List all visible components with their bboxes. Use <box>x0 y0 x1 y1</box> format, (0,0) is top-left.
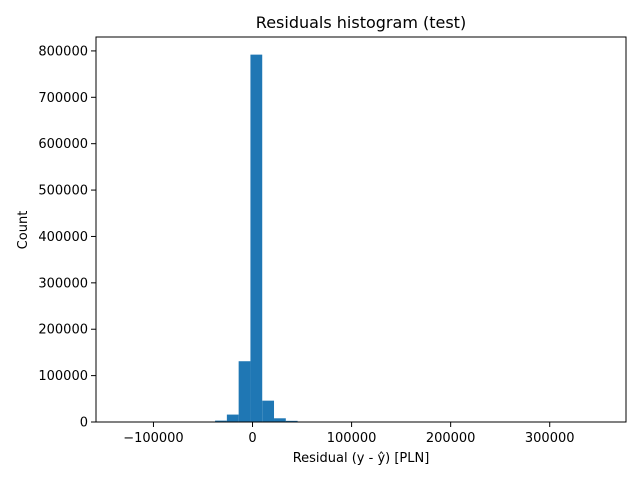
x-tick-label: 300000 <box>525 431 575 446</box>
y-tick-label: 600000 <box>38 137 88 152</box>
histogram-bar-14 <box>285 420 298 422</box>
x-axis-label: Residual (y - ŷ) [PLN] <box>293 451 430 466</box>
histogram-bar-9 <box>226 414 239 422</box>
y-tick-label: 400000 <box>38 230 88 245</box>
histogram-bar-13 <box>274 418 286 422</box>
plot-frame <box>95 36 627 423</box>
chart-title: Residuals histogram (test) <box>256 13 466 32</box>
y-tick-label: 700000 <box>38 91 88 106</box>
histogram-bar-11 <box>250 54 263 422</box>
x-tick-label: 0 <box>248 431 256 446</box>
y-tick-label: 800000 <box>38 44 88 59</box>
histogram-bar-10 <box>238 361 251 422</box>
y-axis-ticks: 0 100000 200000 300000 400000 500000 600000 700… <box>38 44 96 431</box>
histogram-bar-12 <box>262 400 275 422</box>
y-axis-label: Count <box>16 211 31 250</box>
y-tick-label: 100000 <box>38 369 88 384</box>
y-tick-label: 0 <box>80 416 88 431</box>
x-tick-label: 200000 <box>426 431 476 446</box>
y-tick-label: 500000 <box>38 184 88 199</box>
y-tick-label: 200000 <box>38 323 88 338</box>
x-tick-label: −100000 <box>123 431 184 446</box>
histogram-bar-8 <box>215 420 227 422</box>
x-axis-ticks: −100000 0 100000 200000 300000 <box>123 422 575 446</box>
x-tick-label: 100000 <box>327 431 377 446</box>
y-tick-label: 300000 <box>38 276 88 291</box>
